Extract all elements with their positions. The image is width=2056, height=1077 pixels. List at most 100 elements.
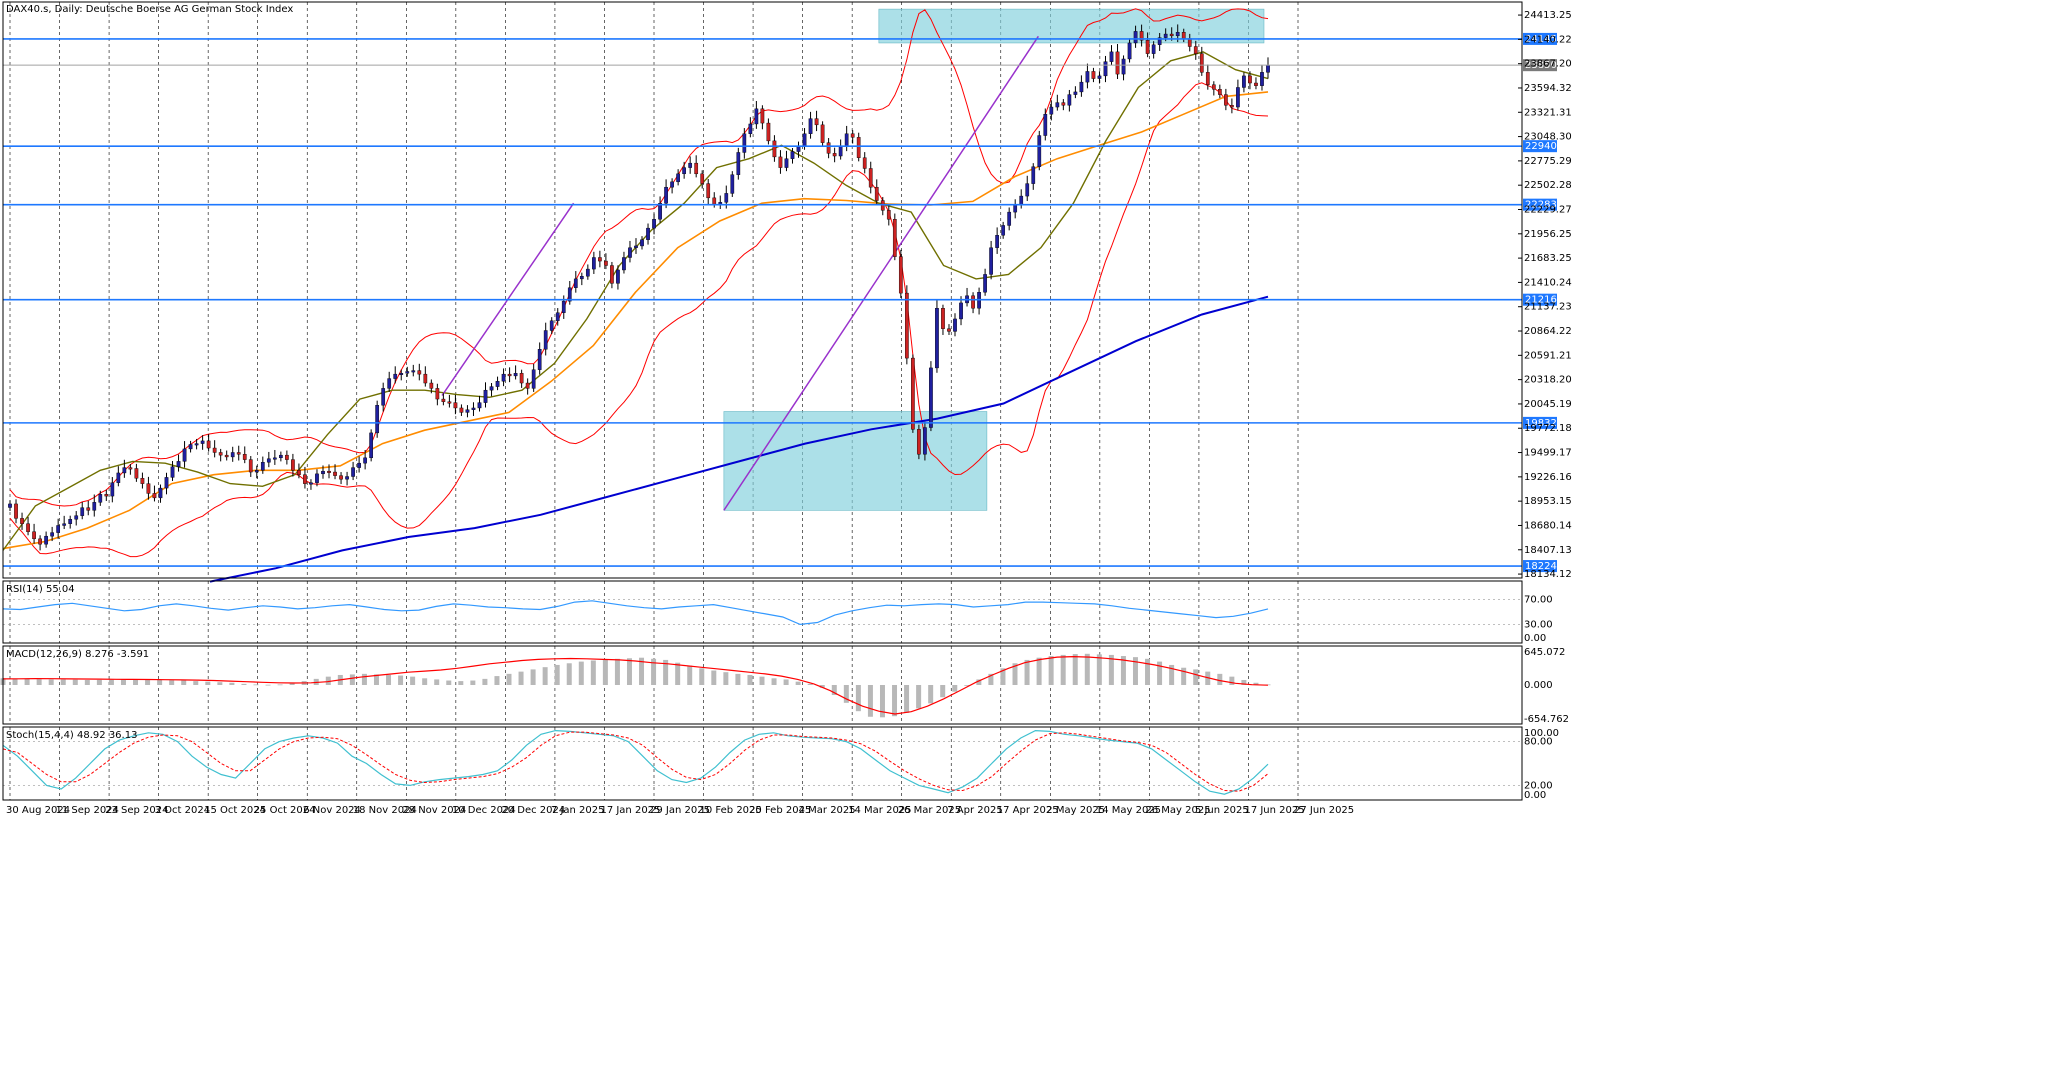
candle-body (279, 454, 283, 459)
candle-body (736, 152, 741, 175)
macd-histogram-bar (518, 671, 524, 685)
candle-body (128, 467, 133, 470)
chart-title: DAX40.s, Daily: Deutsche Boerse AG Germa… (6, 4, 293, 15)
candle-body (688, 162, 693, 168)
macd-histogram-bar (1253, 682, 1259, 685)
candle-body (935, 308, 939, 369)
candle-body (381, 388, 386, 406)
candle-body (363, 457, 367, 464)
candle-body (68, 519, 73, 524)
macd-histogram-bar (867, 685, 873, 717)
candle-body (543, 330, 548, 350)
macd-histogram-bar (181, 680, 187, 685)
panel-frame-1 (2, 580, 1523, 644)
candle-body (435, 388, 440, 400)
candle-body (531, 369, 536, 389)
macd-histogram-bar (470, 680, 476, 685)
candle-body (188, 444, 193, 450)
candle-body (1037, 135, 1042, 167)
candle-body (242, 454, 247, 460)
candle-body (616, 269, 620, 284)
candle-body (1205, 72, 1210, 85)
candle-body (14, 503, 18, 519)
candle-body (1007, 211, 1012, 226)
rsi-axis-label: 70.00 (1524, 595, 1553, 606)
macd-histogram-bar (795, 681, 801, 685)
level-tag-text: 19832.36 (1525, 418, 1573, 429)
date-label: 10 Feb 2025 (700, 805, 762, 816)
candle-body (471, 407, 476, 410)
candle-body (254, 470, 259, 473)
bollinger-upper (9, 8, 1269, 507)
candle-body (953, 318, 957, 332)
supply-demand-zone-0 (878, 8, 1265, 44)
candle-body (1121, 58, 1126, 75)
candle-body (170, 466, 175, 478)
candle-body (357, 462, 361, 468)
candle-body (1133, 31, 1138, 44)
price-axis-label: 18407.13 (1524, 545, 1572, 556)
indicator-lines-layer (2, 8, 1269, 583)
candle-body (152, 493, 157, 499)
candle-body (700, 173, 705, 184)
candle-body (1266, 65, 1270, 73)
sma-200-line (209, 295, 1269, 583)
frames-layer (2, 1, 1523, 801)
price-axis-label: 20864.22 (1524, 326, 1572, 337)
candle-body (98, 494, 103, 503)
macd-histogram-bar (120, 679, 126, 685)
candle-body (399, 373, 404, 375)
candle-body (730, 174, 735, 194)
candle-body (874, 186, 879, 201)
price-axis-label: 18134.12 (1524, 569, 1572, 580)
candle-body (814, 118, 819, 126)
candle-body (339, 475, 343, 480)
candle-body (820, 124, 825, 143)
price-axis-label: 21683.25 (1524, 253, 1572, 264)
macd-histogram-bar (542, 667, 548, 685)
candle-body (1097, 75, 1102, 79)
candle-body (429, 382, 434, 389)
price-axis-label: 21956.25 (1524, 229, 1572, 240)
candle-body (658, 202, 662, 220)
candle-body (694, 162, 699, 175)
macd-histogram-bar (1012, 663, 1018, 685)
price-axis-label: 21137.23 (1524, 302, 1572, 313)
candle-body (387, 378, 392, 389)
candle-body (122, 467, 127, 474)
candle-body (146, 483, 151, 494)
macd-histogram-bar (1241, 679, 1247, 685)
level-tag-text: 18224.09 (1525, 561, 1573, 572)
candle-body (1217, 89, 1222, 95)
macd-histogram-bar (1036, 657, 1042, 685)
macd-histogram-bar (72, 679, 78, 685)
macd-histogram-bar (325, 676, 331, 685)
candle-body (393, 373, 398, 379)
candle-body (1085, 71, 1090, 83)
macd-histogram-bar (133, 679, 139, 685)
candle-body (682, 167, 686, 175)
candle-body (62, 523, 67, 526)
candle-body (417, 370, 422, 375)
candle-body (1224, 94, 1228, 106)
macd-histogram-bar (373, 674, 379, 685)
panel-frame-2 (2, 645, 1523, 725)
level-tag-text: 22940.63 (1525, 141, 1573, 152)
candle-body (176, 461, 181, 467)
candle-body (555, 312, 560, 321)
macd-histogram-bar (711, 670, 717, 685)
date-label: 26 May 2025 (1145, 805, 1210, 816)
candle-body (140, 478, 145, 484)
date-label: 25 Oct 2024 (254, 805, 316, 816)
candle-body (712, 197, 717, 205)
date-label: 11 Sep 2024 (56, 805, 119, 816)
date-label: 30 Aug 2024 (6, 805, 70, 816)
date-label: 15 Oct 2024 (204, 805, 266, 816)
last-price-tag (1523, 59, 1557, 72)
macd-histogram-bar (241, 683, 247, 685)
macd-histogram-bar (904, 685, 910, 713)
candle-body (646, 227, 650, 240)
rsi-line (2, 600, 1269, 626)
date-label: 27 Jun 2025 (1294, 805, 1354, 816)
